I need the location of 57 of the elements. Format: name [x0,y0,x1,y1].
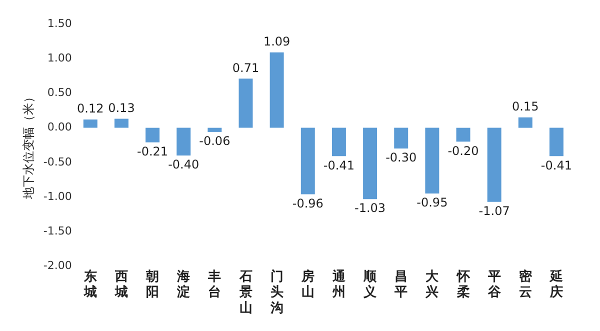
x-tick-label: 昌平 [394,268,408,300]
x-tick-label: 平谷 [486,268,502,300]
y-tick-label: -0.50 [43,155,72,168]
y-tick-label: 0.00 [47,120,72,134]
bar [300,128,315,194]
y-tick-label: -1.00 [43,190,72,203]
x-tick-label: 怀柔 [456,268,471,300]
y-axis-title: 地下水位变幅（米） [22,91,36,200]
data-label: -0.20 [448,144,479,158]
data-label: 0.13 [108,100,135,115]
data-label: -1.07 [478,204,510,218]
data-label: -0.21 [137,144,168,158]
data-label: -0.41 [540,158,572,172]
bar [208,128,222,132]
x-tick-label: 西城 [114,268,128,300]
data-label: -0.40 [168,158,200,172]
y-tick-label: -1.50 [43,224,72,238]
data-label: -1.03 [354,201,386,216]
data-label: -0.96 [292,196,324,210]
bar [83,119,98,128]
bar [270,52,284,128]
bar [425,128,440,194]
y-tick-label: 0.50 [47,86,72,100]
x-tick-label: 顺义 [362,268,378,300]
x-tick-label: 海淀 [176,268,190,300]
y-tick-label: 1.50 [47,16,72,30]
x-tick-label: 丰台 [207,268,222,300]
data-label: 0.15 [512,100,539,114]
data-label: -0.06 [199,134,230,148]
x-tick-label: 通州 [331,268,346,300]
bar [549,128,564,156]
data-label: 0.12 [77,102,104,116]
bar [363,128,378,200]
bar [238,78,253,128]
bar [456,128,470,142]
data-label: -0.41 [323,158,354,172]
bar [394,128,408,149]
data-label: -0.30 [386,150,417,165]
x-tick-label: 朝阳 [145,268,160,300]
bar [487,128,502,202]
x-tick-label: 石景山 [238,268,252,315]
bar [518,117,532,128]
data-label: 0.71 [232,60,260,75]
x-tick-label: 房山 [300,268,314,300]
x-tick-label: 密云 [518,268,533,300]
y-tick-label: -2.00 [43,259,72,272]
x-tick-label: 东城 [82,268,97,300]
x-tick-label: 延庆 [548,268,563,300]
x-tick-label: 门头沟 [269,268,284,315]
bar [332,128,346,156]
data-label: -0.95 [416,196,448,210]
bar [114,118,128,128]
y-tick-label: 1.00 [47,51,72,64]
x-tick-label: 大兴 [424,268,440,300]
data-label: 1.09 [263,34,290,48]
bar [176,128,191,156]
bar [146,128,160,142]
